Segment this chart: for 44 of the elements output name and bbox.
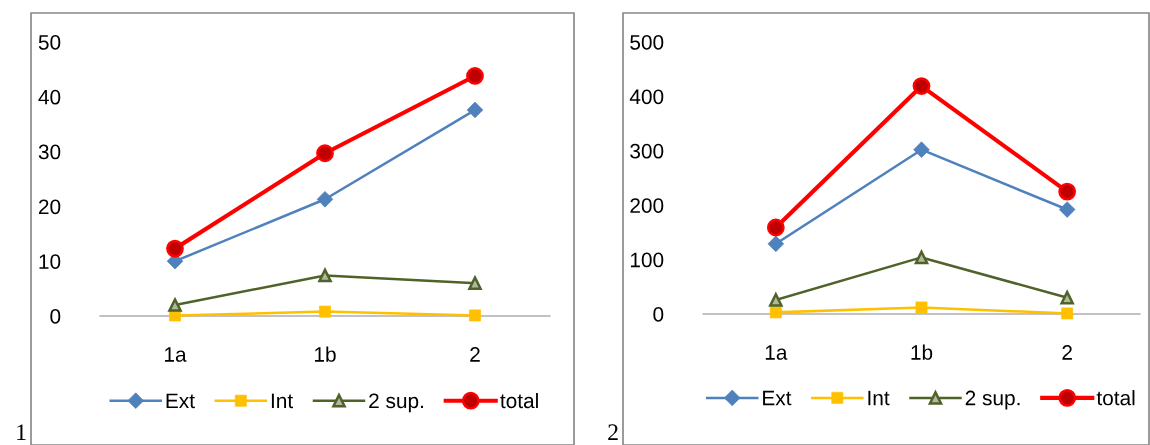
x-tick-label: 1b xyxy=(911,344,933,360)
x-tick-label: 1b xyxy=(315,346,336,362)
legend-label: total xyxy=(1096,390,1135,406)
point xyxy=(1058,182,1077,201)
legend-label: Ext xyxy=(166,393,195,409)
point xyxy=(769,293,783,307)
y-tick-label: 20 xyxy=(38,199,61,215)
legend-label: Int xyxy=(868,390,890,406)
x-tick-label: 2 xyxy=(470,347,480,362)
point xyxy=(319,305,331,318)
point xyxy=(466,67,484,85)
y-tick-label: 0 xyxy=(653,307,664,322)
y-tick-label: 400 xyxy=(629,89,664,105)
legend-label: 2 sup. xyxy=(965,390,1020,410)
x-tick-label: 1a xyxy=(165,347,187,362)
legend-label: 2 sup. xyxy=(369,393,423,413)
point xyxy=(1060,290,1074,305)
y-tick-label: 50 xyxy=(38,35,61,50)
point xyxy=(914,250,929,265)
text: 2 xyxy=(608,424,618,440)
y-tick-label: 200 xyxy=(630,198,664,213)
point xyxy=(166,239,184,258)
legend-label: Ext xyxy=(763,390,792,406)
point xyxy=(913,141,930,158)
legend-label: total xyxy=(500,392,538,409)
text: 1 xyxy=(17,424,26,440)
y-tick-label: 100 xyxy=(630,252,664,268)
x-tick-label: 1a xyxy=(765,345,788,360)
y-tick-label: 0 xyxy=(50,309,61,324)
point xyxy=(316,144,334,163)
point xyxy=(766,218,785,237)
y-tick-label: 10 xyxy=(39,254,61,269)
point xyxy=(1058,201,1076,218)
y-tick-label: 30 xyxy=(38,144,61,160)
point xyxy=(912,77,931,95)
point xyxy=(468,276,482,290)
legend-label: Int xyxy=(271,393,293,409)
y-tick-label: 300 xyxy=(630,143,664,159)
point xyxy=(318,268,332,283)
x-tick-label: 2 xyxy=(1062,345,1072,360)
y-tick-label: 500 xyxy=(630,35,664,50)
point xyxy=(316,191,334,208)
y-tick-label: 40 xyxy=(38,89,61,105)
point xyxy=(168,298,182,312)
